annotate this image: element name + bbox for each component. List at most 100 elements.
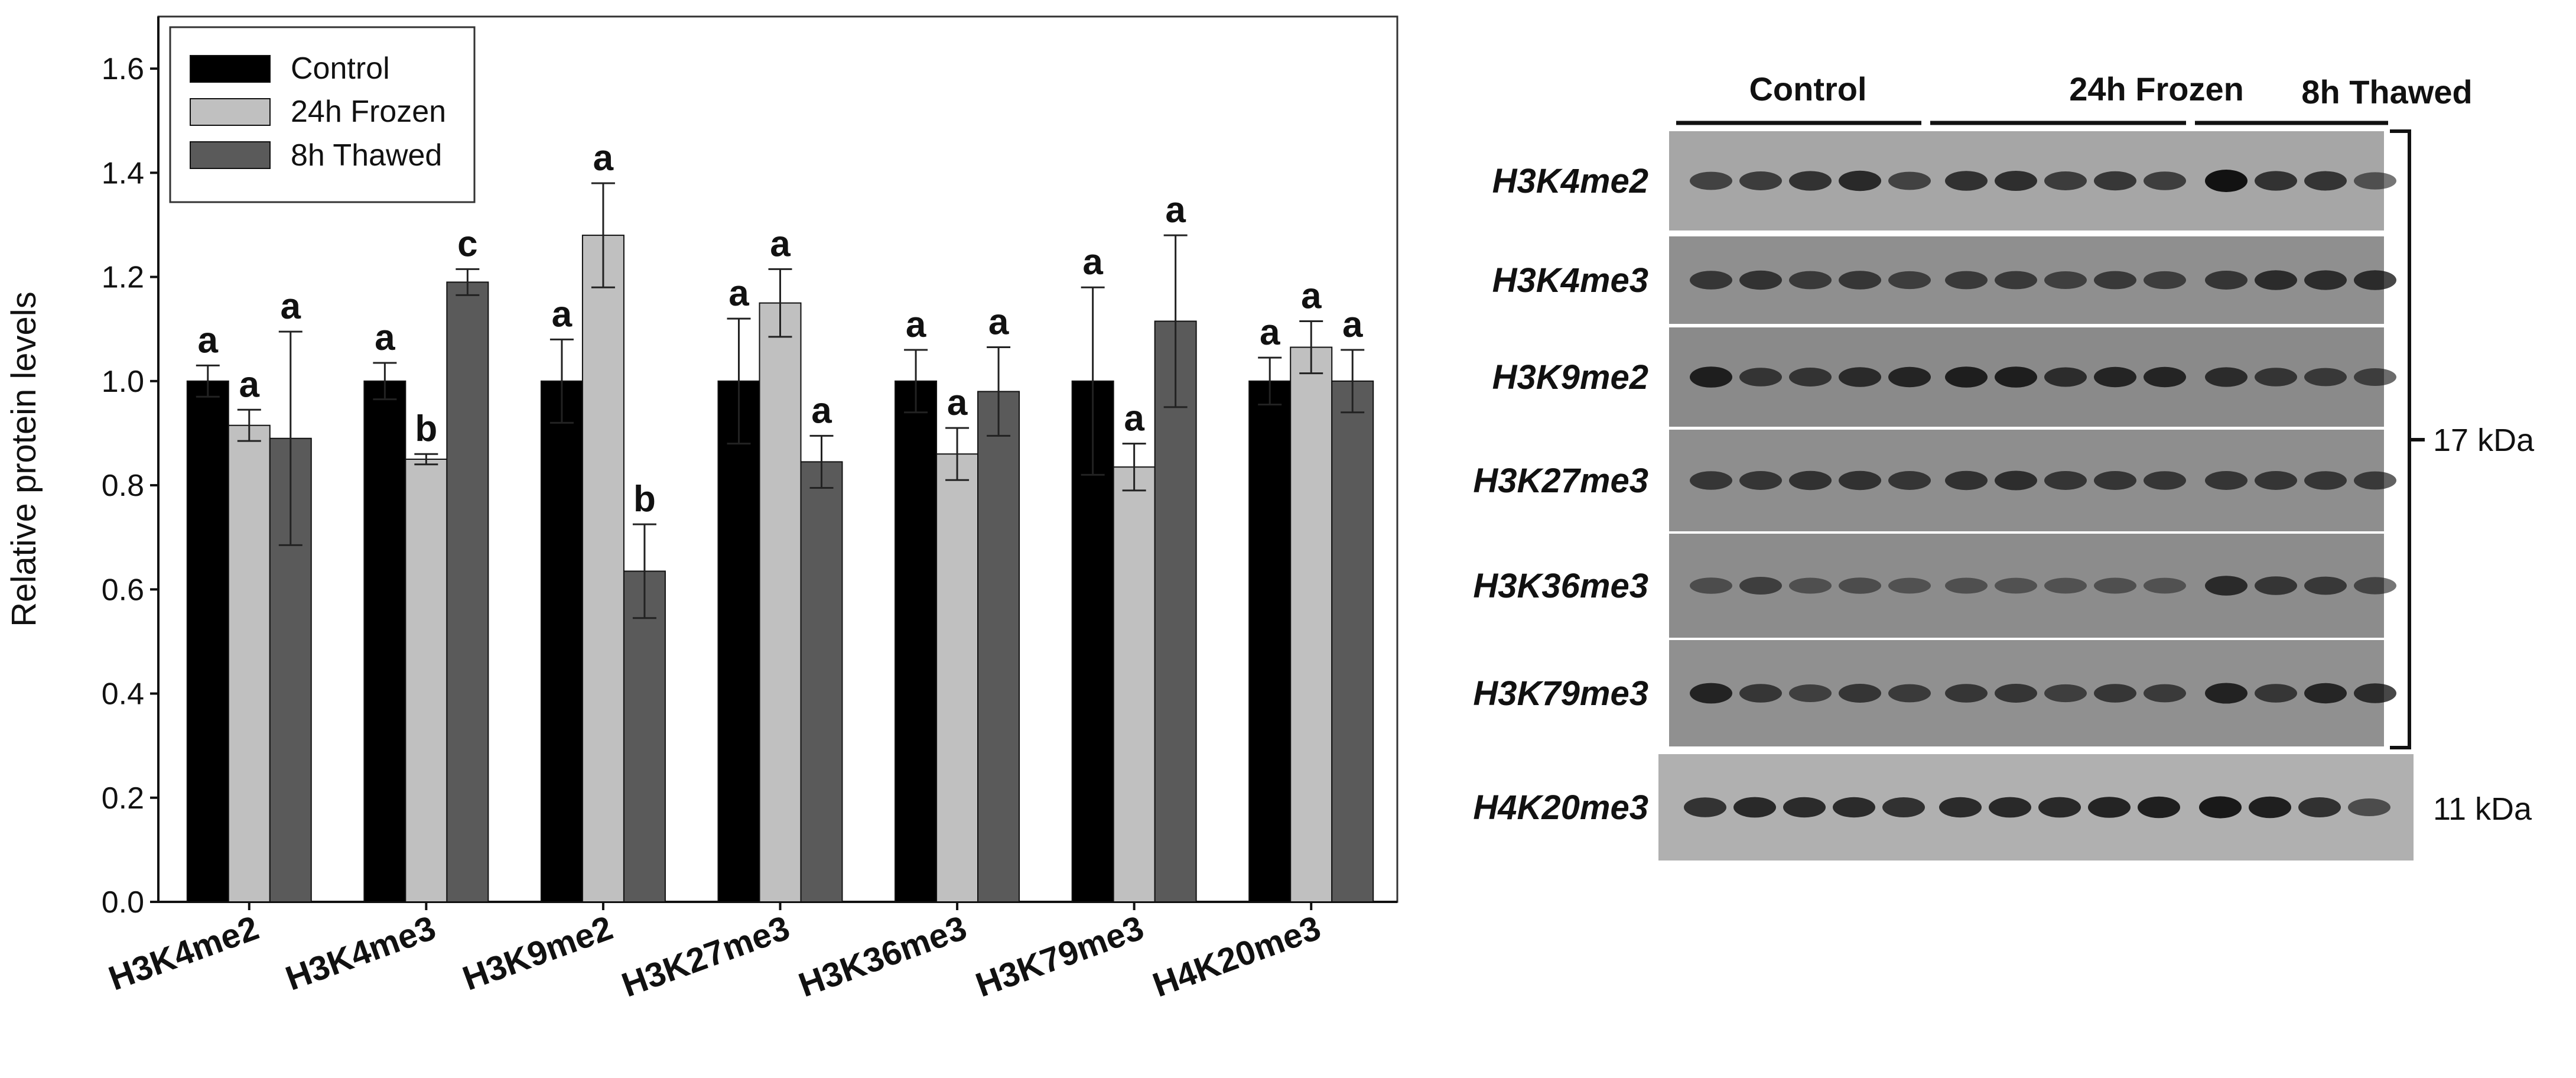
- legend-label-24h-frozen: 24h Frozen: [291, 95, 446, 129]
- blot-band: [2304, 368, 2347, 387]
- significance-label: a: [198, 320, 219, 361]
- blot-band: [2044, 171, 2087, 190]
- bar: [1331, 380, 1374, 902]
- significance-label: a: [239, 364, 260, 405]
- blot-band: [2144, 471, 2186, 490]
- bar: [363, 380, 406, 902]
- blot-band: [2088, 797, 2131, 818]
- blot-band: [1684, 797, 1726, 817]
- blot-band: [2044, 271, 2087, 289]
- bar: [1113, 466, 1156, 902]
- blot-band: [1833, 797, 1875, 818]
- blot-band: [2354, 683, 2396, 703]
- blot-band: [1839, 577, 1881, 594]
- y-tick-label: 0.0: [102, 885, 144, 920]
- y-tick-label: 1.0: [102, 365, 144, 399]
- blot-row-label: H3K4me2: [1492, 162, 1648, 200]
- blot-band: [2205, 576, 2248, 596]
- y-ticks: 0.0 0.2 0.4 0.6 0.8 1.0 1.2 1.4 1.6: [102, 52, 158, 920]
- significance-label: a: [593, 138, 614, 178]
- blot-band: [2304, 471, 2347, 490]
- significance-label: c: [457, 223, 477, 264]
- y-tick-label: 1.6: [102, 52, 144, 86]
- blot-band: [2255, 171, 2297, 191]
- bar: [623, 570, 666, 902]
- blot-band: [2205, 170, 2248, 192]
- blot-band: [1945, 171, 1988, 191]
- blot-band: [1888, 171, 1931, 190]
- blot-band: [2205, 367, 2248, 387]
- blot-band: [1690, 577, 1732, 594]
- blot-rows: H3K4me2 H3K4me3 H3K9me2 H3K27me3 H3K36me3 H3K…: [1473, 131, 2414, 861]
- blot-band: [1882, 797, 1925, 817]
- blot-band: [1789, 577, 1832, 594]
- blot-row-label: H3K9me2: [1492, 358, 1648, 397]
- blot-band: [1995, 366, 2037, 388]
- y-tick-label: 0.8: [102, 469, 144, 503]
- significance-label: a: [906, 304, 926, 345]
- blot-band: [1888, 271, 1931, 290]
- blot-band: [1939, 797, 1982, 818]
- blot-band: [2255, 368, 2297, 387]
- blot-band: [2094, 271, 2136, 290]
- blot-band: [2044, 367, 2087, 387]
- bar: [581, 235, 625, 902]
- blot-band: [1690, 271, 1732, 290]
- blot-band: [1739, 684, 1782, 703]
- blot-row: H3K4me3: [1492, 236, 2396, 324]
- blot-row-label: H3K4me3: [1492, 261, 1648, 300]
- bar: [1290, 346, 1333, 902]
- blot-band: [2354, 368, 2396, 386]
- blot-band: [1690, 366, 1732, 388]
- x-tick-label: H3K36me3: [794, 908, 972, 1005]
- legend-swatch-8h-thawed: [190, 141, 271, 169]
- blot-band: [1839, 367, 1881, 387]
- blot-band: [2354, 270, 2396, 290]
- legend-label-control: Control: [291, 51, 390, 86]
- blot-band: [2199, 796, 2242, 819]
- blot-band: [2144, 684, 2186, 703]
- y-tick-label: 1.4: [102, 156, 144, 190]
- blot-band: [2304, 683, 2347, 704]
- blot-band: [2094, 471, 2136, 490]
- blot-band: [2094, 171, 2136, 191]
- blot-band: [1789, 368, 1832, 387]
- blot-band: [1888, 366, 1931, 388]
- significance-label: b: [415, 408, 437, 449]
- bar: [186, 380, 229, 902]
- blot-band: [2298, 797, 2341, 817]
- blot-band: [2205, 271, 2248, 290]
- blot-band: [1989, 797, 2031, 818]
- bar: [405, 459, 448, 902]
- blot-row: H4K20me3: [1473, 754, 2414, 861]
- blot-band: [2255, 270, 2297, 290]
- blot-band: [1739, 171, 1782, 190]
- significance-label: a: [1301, 275, 1322, 316]
- blot-band: [2144, 577, 2186, 594]
- y-tick-label: 0.6: [102, 573, 144, 607]
- blot-band: [1690, 471, 1732, 490]
- blot-band: [2249, 796, 2291, 819]
- x-tick-labels: H3K4me2 H3K4me3 H3K9me2H3K27me3H3K36me3H3K…: [104, 902, 1326, 1005]
- blot-band: [2354, 172, 2396, 190]
- blot-band: [2304, 171, 2347, 191]
- blot-band: [2144, 271, 2186, 290]
- blot-band: [2094, 684, 2136, 703]
- x-tick-label: H3K4me2: [104, 908, 264, 998]
- significance-label: a: [281, 286, 301, 327]
- x-tick-label: H4K20me3: [1148, 908, 1326, 1005]
- y-tick-label: 0.4: [102, 677, 144, 712]
- blot-band: [1789, 684, 1832, 702]
- significance-label: a: [770, 223, 791, 264]
- marker-11-kda: 11 kDa: [2433, 791, 2532, 827]
- blot-band: [2044, 684, 2087, 703]
- blot-row-label: H4K20me3: [1473, 788, 1648, 827]
- blot-band: [2255, 576, 2297, 595]
- bar: [1154, 320, 1197, 902]
- blot-band: [1945, 577, 1988, 594]
- bar: [895, 380, 938, 902]
- significance-label: a: [1082, 242, 1103, 283]
- legend-label-8h-thawed: 8h Thawed: [291, 138, 442, 173]
- blot-row: H3K79me3: [1473, 640, 2396, 746]
